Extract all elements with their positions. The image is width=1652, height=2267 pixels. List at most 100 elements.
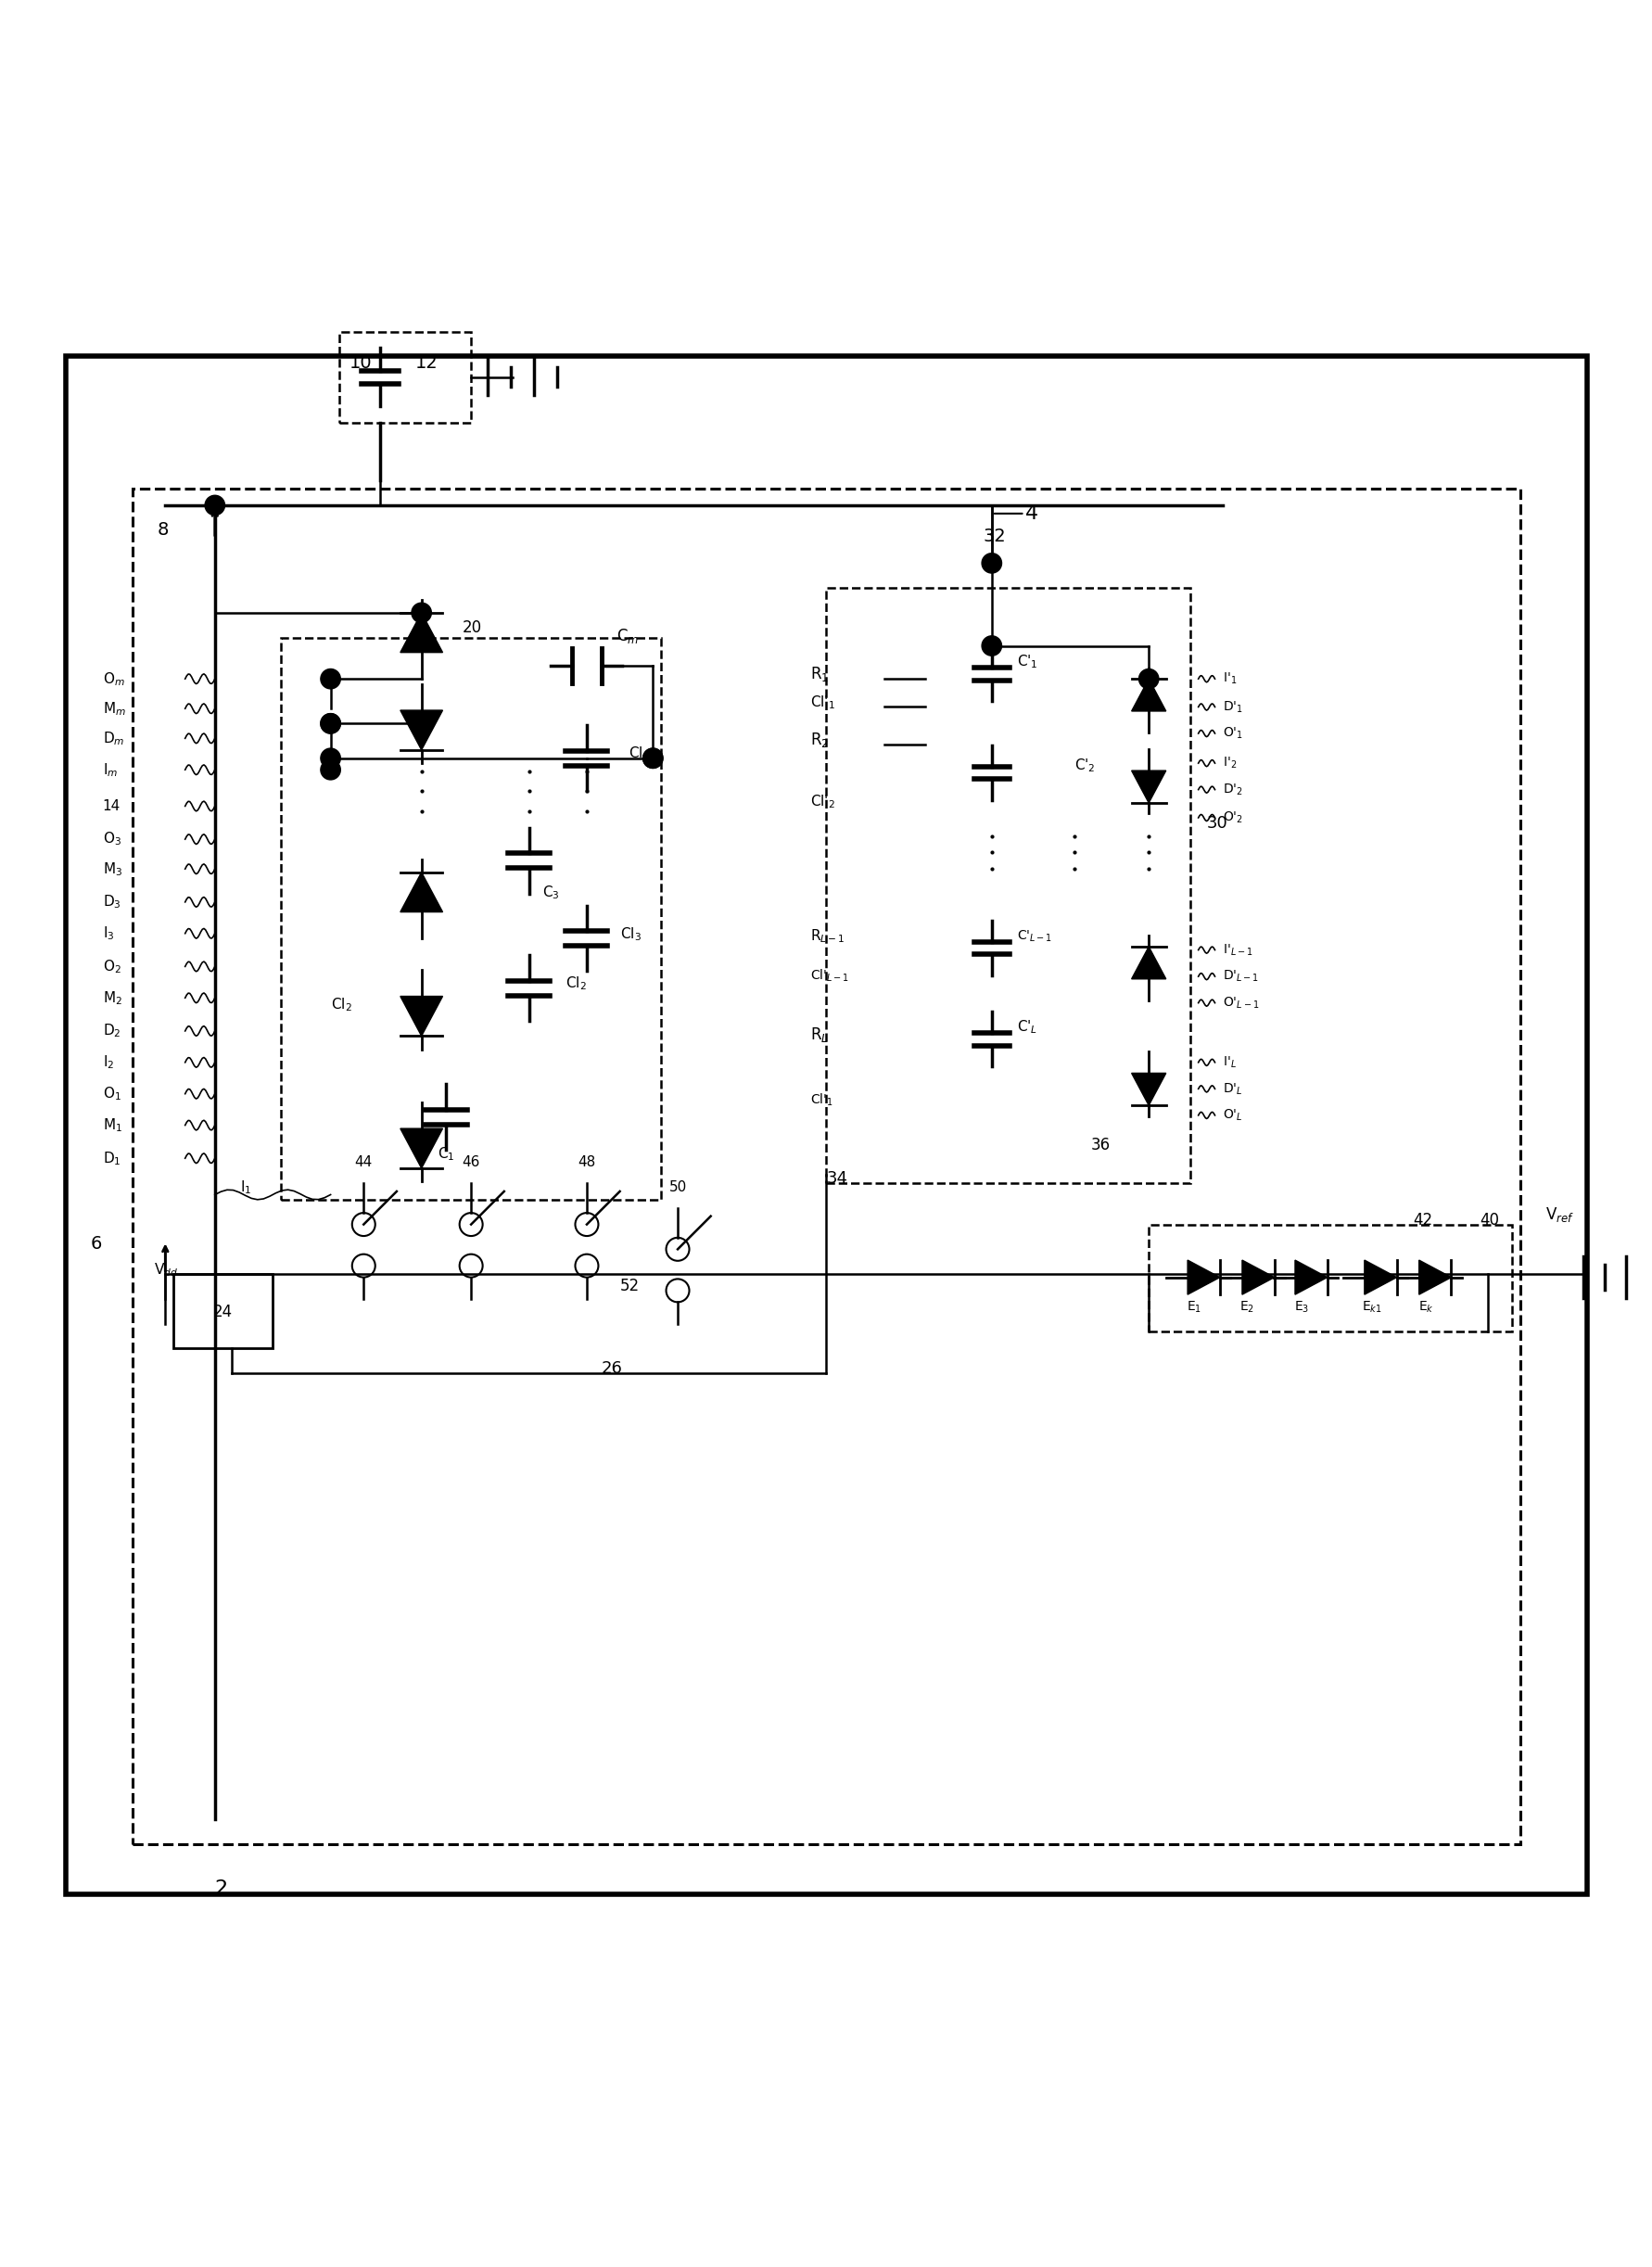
Bar — [1148, 1224, 1512, 1333]
Text: E$_3$: E$_3$ — [1294, 1299, 1308, 1315]
Text: Cl$_2$: Cl$_2$ — [565, 975, 586, 993]
Circle shape — [643, 748, 662, 769]
Text: Cl'$_1$: Cl'$_1$ — [809, 1093, 833, 1109]
Text: 24: 24 — [213, 1304, 233, 1319]
Text: C$_1$: C$_1$ — [438, 1145, 454, 1163]
Polygon shape — [1132, 771, 1165, 803]
Polygon shape — [400, 612, 443, 653]
Polygon shape — [400, 710, 443, 750]
Text: M$_m$: M$_m$ — [102, 701, 126, 716]
Polygon shape — [400, 995, 443, 1036]
Text: O$_1$: O$_1$ — [102, 1086, 121, 1102]
Polygon shape — [1132, 948, 1165, 979]
Text: 48: 48 — [578, 1156, 595, 1170]
Text: E$_{k1}$: E$_{k1}$ — [1361, 1299, 1381, 1315]
Text: 4: 4 — [1024, 503, 1037, 524]
Circle shape — [981, 553, 1001, 574]
Circle shape — [1138, 669, 1158, 689]
Text: 12: 12 — [415, 354, 438, 372]
Polygon shape — [1132, 1072, 1165, 1106]
Circle shape — [320, 714, 340, 735]
Circle shape — [643, 748, 662, 769]
Text: R$_1$: R$_1$ — [809, 664, 828, 685]
Text: O$_3$: O$_3$ — [102, 830, 121, 848]
Polygon shape — [1186, 1260, 1219, 1294]
Polygon shape — [400, 873, 443, 911]
Text: 50: 50 — [669, 1181, 686, 1195]
Text: Cl'$_1$: Cl'$_1$ — [809, 694, 834, 712]
Text: 42: 42 — [1412, 1211, 1432, 1229]
Circle shape — [320, 669, 340, 689]
Text: Cl'$_2$: Cl'$_2$ — [809, 793, 834, 812]
Text: 36: 36 — [1090, 1138, 1110, 1154]
Polygon shape — [1365, 1260, 1396, 1294]
Text: 34: 34 — [826, 1170, 847, 1188]
Text: D'$_L$: D'$_L$ — [1222, 1081, 1242, 1097]
Text: O$_2$: O$_2$ — [102, 959, 121, 975]
Bar — [339, 331, 471, 422]
Text: M$_2$: M$_2$ — [102, 988, 122, 1007]
Text: I$_m$: I$_m$ — [102, 762, 117, 778]
Text: Cl$_3$: Cl$_3$ — [620, 925, 641, 943]
Text: C'$_1$: C'$_1$ — [1016, 653, 1037, 671]
Text: D$_1$: D$_1$ — [102, 1149, 121, 1168]
Text: E$_2$: E$_2$ — [1239, 1299, 1254, 1315]
Text: I'$_1$: I'$_1$ — [1222, 671, 1237, 687]
Text: 32: 32 — [983, 528, 1006, 546]
Text: 26: 26 — [601, 1360, 621, 1376]
Polygon shape — [400, 1129, 443, 1168]
Bar — [132, 490, 1520, 1845]
Text: Cl$_m$: Cl$_m$ — [628, 746, 653, 762]
Text: C$_m$: C$_m$ — [616, 628, 639, 646]
Bar — [826, 587, 1189, 1183]
Text: 44: 44 — [355, 1156, 372, 1170]
Text: O'$_L$: O'$_L$ — [1222, 1109, 1242, 1122]
Bar — [281, 637, 661, 1199]
Text: R$_L$: R$_L$ — [809, 1025, 828, 1043]
Text: 10: 10 — [349, 354, 372, 372]
Circle shape — [320, 748, 340, 769]
Text: 2: 2 — [215, 1879, 228, 1897]
Text: D$_m$: D$_m$ — [102, 730, 124, 748]
Text: O'$_2$: O'$_2$ — [1222, 809, 1242, 825]
Text: D$_2$: D$_2$ — [102, 1022, 121, 1041]
Text: 52: 52 — [620, 1279, 639, 1294]
Text: I$_3$: I$_3$ — [102, 925, 114, 943]
Polygon shape — [1242, 1260, 1274, 1294]
Text: O'$_{L-1}$: O'$_{L-1}$ — [1222, 995, 1259, 1011]
Polygon shape — [1417, 1260, 1450, 1294]
Text: Cl$_2$: Cl$_2$ — [330, 997, 352, 1013]
Text: I'$_2$: I'$_2$ — [1222, 755, 1237, 771]
Text: C'$_L$: C'$_L$ — [1016, 1018, 1036, 1036]
Text: V$_{dd}$: V$_{dd}$ — [154, 1260, 178, 1279]
Circle shape — [320, 759, 340, 780]
Text: M$_3$: M$_3$ — [102, 859, 122, 877]
Circle shape — [411, 889, 431, 909]
Text: R$_2$: R$_2$ — [809, 730, 828, 750]
Circle shape — [411, 603, 431, 623]
Text: D'$_1$: D'$_1$ — [1222, 701, 1242, 714]
Circle shape — [411, 1002, 431, 1020]
Text: C$_3$: C$_3$ — [542, 884, 558, 902]
Text: I'$_L$: I'$_L$ — [1222, 1054, 1236, 1070]
Text: I$_2$: I$_2$ — [102, 1054, 114, 1070]
Text: E$_1$: E$_1$ — [1186, 1299, 1201, 1315]
Text: 6: 6 — [91, 1236, 102, 1254]
Text: V$_{ref}$: V$_{ref}$ — [1545, 1206, 1573, 1224]
Circle shape — [981, 635, 1001, 655]
Text: C'$_2$: C'$_2$ — [1074, 757, 1095, 773]
Text: E$_k$: E$_k$ — [1417, 1299, 1432, 1315]
Circle shape — [205, 496, 225, 515]
Text: R$_{L-1}$: R$_{L-1}$ — [809, 927, 844, 945]
Text: I$_1$: I$_1$ — [240, 1179, 251, 1195]
Text: D'$_2$: D'$_2$ — [1222, 782, 1242, 798]
Text: 8: 8 — [157, 521, 169, 540]
Polygon shape — [1132, 678, 1165, 712]
Text: O$_m$: O$_m$ — [102, 671, 124, 687]
Text: C'$_{L-1}$: C'$_{L-1}$ — [1016, 929, 1051, 943]
Text: 14: 14 — [102, 800, 121, 814]
Text: M$_1$: M$_1$ — [102, 1118, 122, 1134]
Text: 20: 20 — [463, 619, 482, 637]
Bar — [173, 1274, 273, 1349]
Polygon shape — [1295, 1260, 1327, 1294]
